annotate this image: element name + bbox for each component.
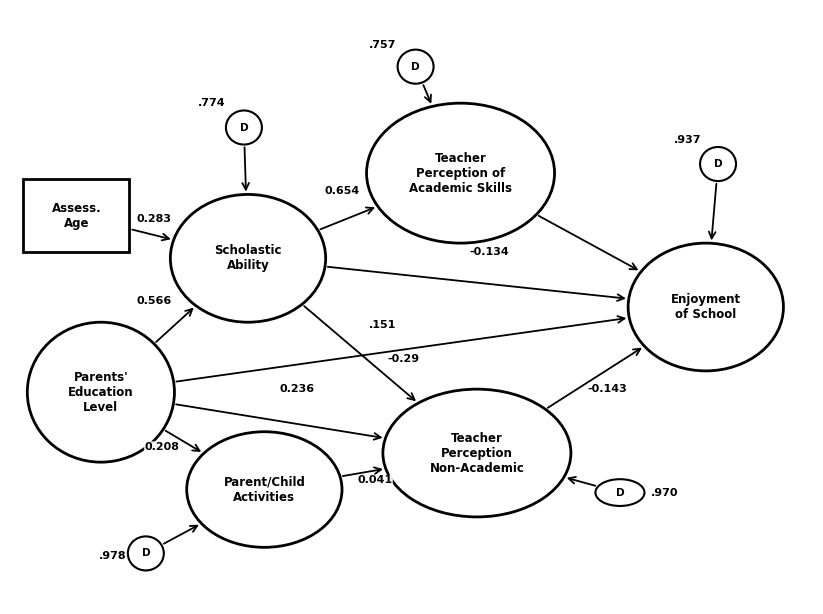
Text: 0.283: 0.283 [137,214,171,223]
Ellipse shape [398,50,434,84]
Text: .937: .937 [674,134,701,145]
Text: D: D [616,488,625,497]
Text: -0.29: -0.29 [388,354,420,363]
Ellipse shape [366,103,555,243]
Text: Parent/Child
Activities: Parent/Child Activities [223,475,305,503]
Text: .774: .774 [198,98,225,108]
Text: -0.134: -0.134 [469,247,509,257]
Ellipse shape [700,147,736,181]
Text: 0.654: 0.654 [324,187,360,196]
Text: 0.566: 0.566 [137,296,172,306]
Text: Teacher
Perception
Non-Academic: Teacher Perception Non-Academic [430,432,524,475]
Text: D: D [714,159,723,169]
Text: Scholastic
Ability: Scholastic Ability [214,244,281,273]
Text: Enjoyment
of School: Enjoyment of School [671,293,741,321]
Ellipse shape [628,243,783,371]
Text: .757: .757 [370,41,397,50]
FancyBboxPatch shape [23,179,129,252]
Text: D: D [142,548,150,558]
Text: -0.143: -0.143 [588,384,628,394]
Text: Assess.
Age: Assess. Age [52,202,101,230]
Text: .151: .151 [370,321,397,330]
Ellipse shape [27,322,174,462]
Ellipse shape [226,111,262,144]
Text: 0.236: 0.236 [280,384,314,394]
Ellipse shape [170,195,326,322]
Ellipse shape [595,479,644,506]
Text: .978: .978 [100,551,127,561]
Ellipse shape [128,537,164,570]
Text: 0.208: 0.208 [145,442,179,452]
Text: Parents'
Education
Level: Parents' Education Level [68,371,133,414]
Ellipse shape [187,432,342,547]
Text: Teacher
Perception of
Academic Skills: Teacher Perception of Academic Skills [409,152,512,195]
Ellipse shape [383,389,571,517]
Text: D: D [412,61,420,72]
Text: .970: .970 [651,488,679,497]
Text: 0.041: 0.041 [357,475,393,486]
Text: D: D [239,123,249,133]
